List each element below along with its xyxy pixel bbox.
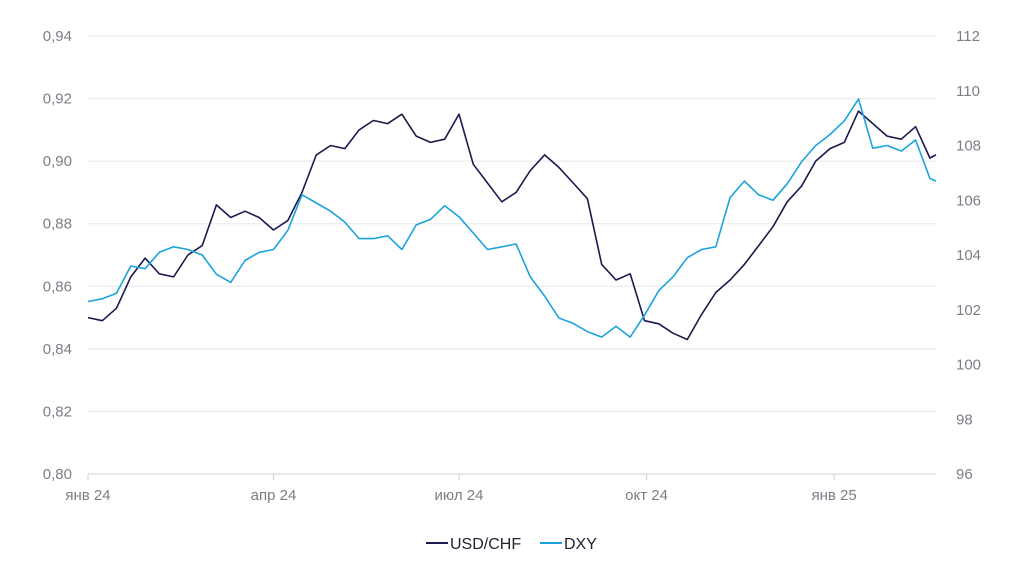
series-line-usd-chf (87, 110, 937, 341)
y-right-tick-label: 110 (956, 83, 980, 100)
y-left-tick-label: 0,82 (43, 403, 72, 420)
x-tick-label: янв 24 (65, 487, 110, 504)
x-axis: янв 24 апр 24 июл 24 окт 24 янв 25 (65, 474, 857, 504)
x-tick-label: апр 24 (251, 487, 297, 504)
y-left-tick-label: 0,90 (43, 153, 72, 170)
x-tick-label: янв 25 (811, 487, 856, 504)
y-right-tick-label: 106 (956, 192, 981, 209)
series-line-dxy (87, 98, 937, 338)
y-left-tick-label: 0,94 (43, 28, 72, 45)
y-right-tick-label: 98 (956, 411, 973, 428)
y-left-tick-label: 0,86 (43, 278, 72, 295)
x-tick-label: июл 24 (435, 487, 484, 504)
gridlines (88, 35, 936, 475)
y-left-tick-label: 0,80 (43, 466, 72, 483)
series-lines (87, 98, 937, 341)
y-right-tick-label: 108 (956, 138, 981, 155)
y-axis-left: 0,80 0,82 0,84 0,86 0,88 0,90 0,92 0,94 (43, 28, 72, 483)
legend: USD/CHF DXY (426, 536, 597, 553)
y-right-tick-label: 100 (956, 357, 981, 374)
y-left-tick-label: 0,84 (43, 341, 72, 358)
y-axis-right: 96 98 100 102 104 106 108 110 112 (956, 28, 981, 483)
y-right-tick-label: 102 (956, 302, 981, 319)
y-left-tick-label: 0,92 (43, 91, 72, 108)
y-right-tick-label: 104 (956, 247, 981, 264)
y-right-tick-label: 96 (956, 466, 973, 483)
legend-label: USD/CHF (450, 536, 521, 553)
x-tick-label: окт 24 (625, 487, 668, 504)
y-left-tick-label: 0,88 (43, 216, 72, 233)
y-right-tick-label: 112 (956, 28, 980, 45)
legend-label: DXY (564, 536, 597, 553)
